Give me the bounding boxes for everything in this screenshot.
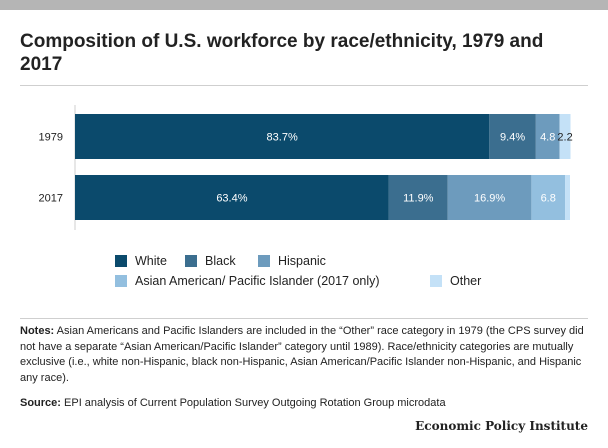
bar-white-2017	[75, 175, 389, 220]
legend-swatch-black	[185, 255, 197, 267]
legend-item-white: White	[115, 254, 167, 268]
legend-item-asian-pacific: Asian American/ Pacific Islander (2017 o…	[115, 274, 380, 288]
bar-black-1979	[489, 114, 536, 159]
bar-hispanic-2017	[447, 175, 532, 220]
source-body: EPI analysis of Current Population Surve…	[60, 397, 446, 409]
footer-divider	[20, 318, 588, 319]
legend-label-white: White	[135, 254, 167, 268]
legend-item-other: Other	[430, 274, 481, 288]
legend-swatch-other	[430, 275, 442, 287]
bar-asian-pacific-2017	[531, 175, 566, 220]
legend-label-hispanic: Hispanic	[278, 254, 326, 268]
data-label-white-1979: 83.7%	[267, 132, 298, 144]
top-accent-bar	[0, 0, 608, 10]
data-label-asian-pacific-2017: 6.8	[541, 193, 556, 205]
data-label-hispanic-2017: 16.9%	[474, 193, 505, 205]
notes-text: Notes: Asian Americans and Pacific Islan…	[20, 324, 590, 386]
legend-label-asian-pacific: Asian American/ Pacific Islander (2017 o…	[135, 274, 380, 288]
data-label-white-2017: 63.4%	[216, 193, 247, 205]
bar-other-1979	[559, 114, 571, 159]
legend-item-hispanic: Hispanic	[258, 254, 326, 268]
bar-black-2017	[388, 175, 448, 220]
source-text: Source: EPI analysis of Current Populati…	[20, 396, 590, 411]
legend-swatch-white	[115, 255, 127, 267]
legend-item-black: Black	[185, 254, 236, 268]
data-label-black-1979: 9.4%	[500, 132, 525, 144]
data-label-other-1979: 2.2	[557, 132, 572, 144]
legend-swatch-hispanic	[258, 255, 270, 267]
chart-title: Composition of U.S. workforce by race/et…	[20, 31, 544, 75]
category-label-1979: 1979	[39, 132, 63, 144]
source-label: Source:	[20, 397, 61, 409]
title-divider	[20, 85, 588, 86]
bar-other-2017	[565, 175, 570, 220]
data-label-black-2017: 11.9%	[403, 193, 434, 205]
brand-name: Economic Policy Institute	[415, 419, 588, 433]
legend-label-black: Black	[205, 254, 236, 268]
notes-label: Notes:	[20, 325, 55, 337]
bar-white-1979	[75, 114, 490, 159]
bar-hispanic-1979	[535, 114, 560, 159]
category-label-2017: 2017	[39, 193, 63, 205]
legend-label-other: Other	[450, 274, 482, 288]
notes-body: Asian Americans and Pacific Islanders ar…	[20, 325, 584, 384]
legend-swatch-asian-pacific	[115, 275, 127, 287]
data-label-hispanic-1979: 4.8	[540, 132, 555, 144]
stacked-bar-chart: 1979 83.7% 9.4% 4.8 2.2 2017 63.4% 11.9% 16.9% 6.…	[39, 105, 573, 230]
